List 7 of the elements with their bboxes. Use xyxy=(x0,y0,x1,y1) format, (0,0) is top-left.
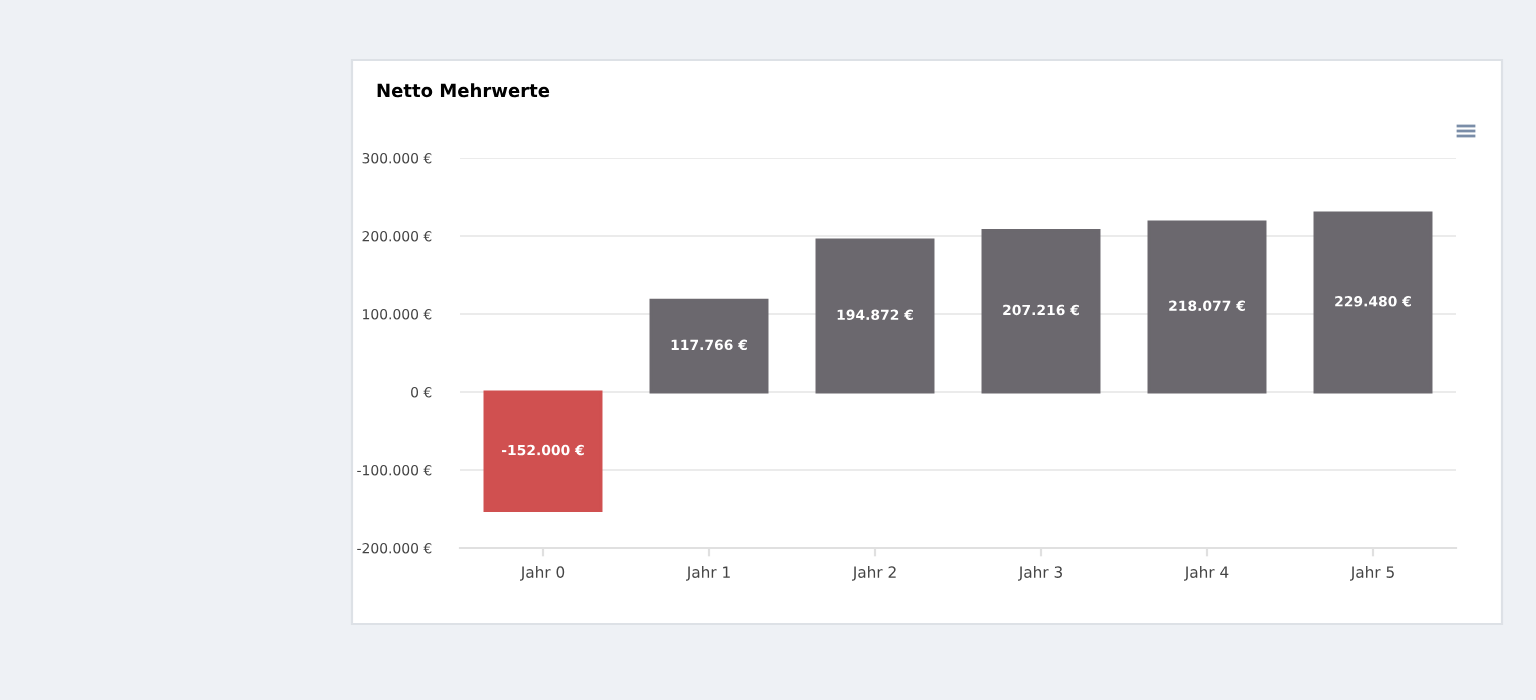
bar xyxy=(815,238,935,394)
bar xyxy=(981,228,1101,394)
bar xyxy=(483,390,603,512)
chart-title: Netto Mehrwerte xyxy=(377,83,550,98)
bar xyxy=(1313,211,1433,394)
bar xyxy=(649,298,769,394)
bar xyxy=(1147,220,1267,394)
